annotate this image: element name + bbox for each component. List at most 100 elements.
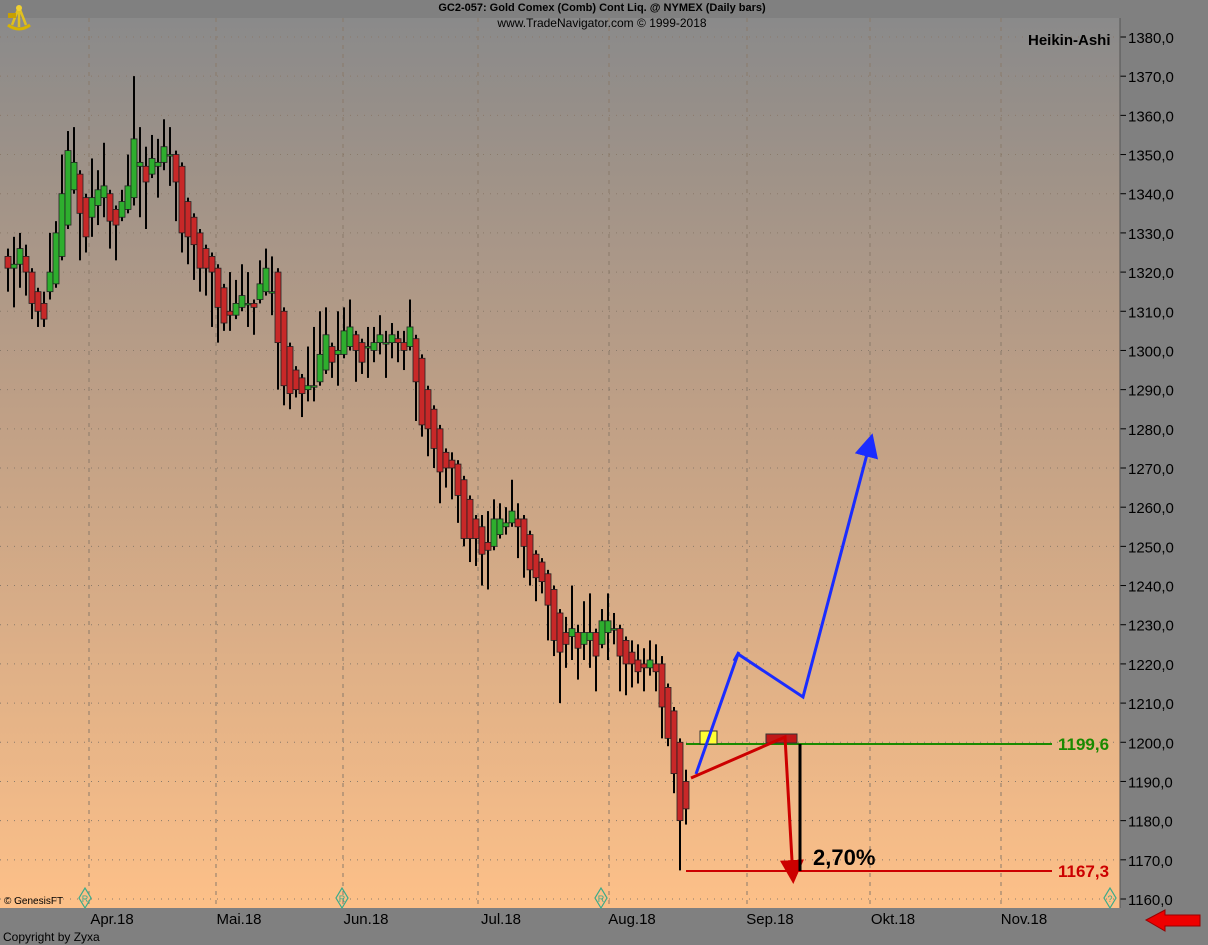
- y-tick-label: 1250,0: [1128, 539, 1174, 556]
- candle-body-down: [292, 369, 300, 391]
- y-tick-label: 1200,0: [1128, 735, 1174, 752]
- y-tick-label: 1310,0: [1128, 304, 1174, 321]
- bearish-projection-arrow: [690, 734, 804, 884]
- candle-body-up: [16, 248, 24, 265]
- candle-body-up: [244, 303, 252, 306]
- candle-body-up: [64, 150, 72, 226]
- candle-body-down: [226, 310, 234, 316]
- vendor-label: © GenesisFT: [4, 896, 63, 907]
- candle-body-down: [178, 165, 186, 234]
- candle-body-down: [250, 303, 258, 308]
- candle: [154, 138, 162, 198]
- candle-body-down: [418, 357, 426, 426]
- candle-body-up: [388, 334, 396, 344]
- candle-body-down: [466, 498, 474, 539]
- candle: [220, 283, 228, 331]
- candle-body-up: [334, 350, 342, 355]
- candle: [106, 189, 114, 249]
- y-tick-label: 1300,0: [1128, 343, 1174, 360]
- candle-body-down: [574, 632, 582, 649]
- candle-body-down: [460, 479, 468, 539]
- candle: [562, 616, 570, 668]
- candle-body-up: [646, 659, 654, 669]
- candle: [538, 558, 546, 594]
- y-tick-label: 1160,0: [1128, 892, 1173, 909]
- candle: [100, 142, 108, 218]
- candle-body-down: [562, 632, 570, 645]
- candle: [604, 593, 612, 660]
- candle: [502, 507, 510, 535]
- candle-body-down: [172, 154, 180, 183]
- y-tick-label: 1290,0: [1128, 383, 1174, 400]
- y-tick-label: 1360,0: [1128, 108, 1174, 125]
- candle-body-down: [424, 389, 432, 430]
- candle-body-up: [160, 146, 168, 163]
- candle-body-down: [220, 287, 228, 324]
- candle-body-down: [526, 534, 534, 571]
- sextant-logo-icon: [7, 5, 31, 31]
- candle: [262, 248, 270, 296]
- plot-area: [0, 18, 1120, 908]
- candle: [34, 287, 42, 327]
- y-tick-label: 1330,0: [1128, 226, 1174, 243]
- y-tick-label: 1220,0: [1128, 657, 1174, 674]
- candle-body-up: [268, 291, 276, 294]
- candle-body-down: [280, 310, 288, 387]
- y-tick-label: 1370,0: [1128, 69, 1174, 86]
- candle-body-up: [148, 158, 156, 175]
- candle-body-down: [544, 573, 552, 606]
- candle-body-up: [100, 185, 108, 199]
- candle-body-down: [622, 640, 630, 665]
- bullish-projection-arrow: [694, 433, 879, 775]
- candle-body-up: [364, 346, 372, 349]
- scroll-left-arrow-icon[interactable]: [1144, 909, 1201, 932]
- candle: [136, 127, 144, 218]
- x-tick-label: Jun.18: [343, 911, 388, 928]
- candle-body-down: [682, 781, 690, 810]
- candle: [664, 683, 672, 747]
- candle-body-up: [610, 628, 618, 631]
- candle-body-up: [508, 510, 516, 524]
- candle-body-down: [190, 216, 198, 246]
- candle-body-up: [322, 334, 330, 371]
- event-marker: R: [594, 886, 608, 910]
- candle-body-down: [634, 659, 642, 673]
- title-bar: [0, 0, 1208, 18]
- projection-tick-1: [732, 651, 741, 662]
- candle-body-down: [28, 271, 36, 304]
- y-tick-label: 1270,0: [1128, 461, 1174, 478]
- candle-body-down: [202, 248, 210, 269]
- candle: [52, 221, 60, 288]
- candle-body-down: [400, 342, 408, 351]
- candle: [508, 479, 516, 527]
- candle-body-up: [130, 138, 138, 199]
- candle-body-down: [40, 303, 48, 320]
- candle-body-down: [208, 256, 216, 273]
- candle-body-down: [616, 628, 624, 657]
- candle: [682, 769, 690, 825]
- candle-body-up: [238, 295, 246, 308]
- candles: [4, 76, 690, 871]
- candle-body-down: [520, 518, 528, 547]
- candle: [526, 530, 534, 586]
- candle-body-down: [22, 256, 30, 273]
- candle: [88, 158, 96, 237]
- candle-body-up: [382, 342, 390, 345]
- candle-body-up: [256, 283, 264, 300]
- diamond-icon: [335, 886, 349, 910]
- candle-body-up: [502, 522, 510, 528]
- candle-body-up: [586, 632, 594, 641]
- candle: [478, 515, 486, 586]
- candle-body-up: [310, 385, 318, 388]
- candle-body-down: [106, 193, 114, 222]
- candle: [238, 264, 246, 312]
- candle: [28, 268, 36, 320]
- candle: [304, 346, 312, 402]
- marker-label: R: [82, 894, 89, 904]
- candle-body-up: [490, 518, 498, 547]
- candle-body-down: [196, 232, 204, 269]
- candle-body-up: [124, 185, 132, 210]
- y-tick-label: 1190,0: [1128, 774, 1173, 791]
- candle-body-up: [58, 193, 66, 257]
- candle-body-down: [592, 632, 600, 657]
